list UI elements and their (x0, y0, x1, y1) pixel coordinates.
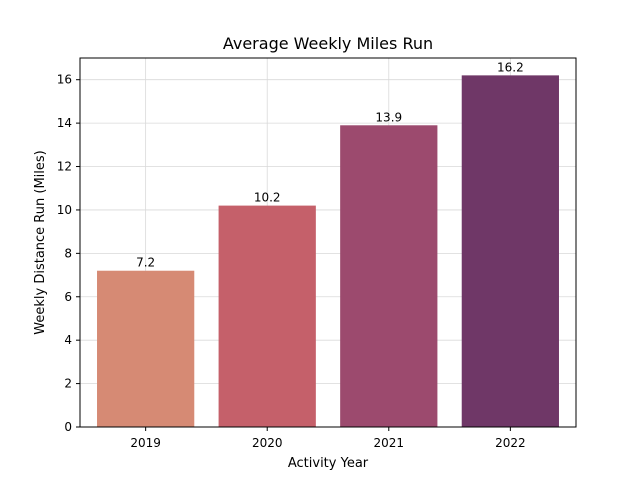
y-tick-label: 2 (64, 377, 72, 391)
bar-2021 (340, 125, 438, 427)
bar-2019 (97, 270, 195, 427)
y-tick-label: 12 (57, 160, 72, 174)
x-tick-label: 2019 (130, 436, 161, 450)
y-axis-label: Weekly Distance Run (Miles) (33, 150, 48, 334)
data-label-layer: 7.2 10.2 13.9 16.2 (136, 60, 524, 269)
y-tick-label: 16 (57, 73, 72, 87)
bar-2020 (218, 205, 316, 427)
bar-layer (97, 75, 559, 427)
data-label: 7.2 (136, 256, 155, 270)
data-label: 16.2 (497, 60, 524, 74)
y-tick-label: 4 (64, 333, 72, 347)
x-axis-label: Activity Year (288, 456, 369, 471)
tick-layer: 0 2 4 6 8 10 12 14 16 2019 2020 2021 2022 (57, 73, 526, 450)
y-tick-label: 14 (57, 116, 72, 130)
data-label: 13.9 (375, 110, 402, 124)
data-label: 10.2 (254, 191, 281, 205)
plot-frame (79, 57, 577, 428)
x-tick-label: 2022 (495, 436, 526, 450)
bar-2022 (461, 75, 559, 427)
y-tick-label: 10 (57, 203, 72, 217)
x-tick-label: 2020 (252, 436, 283, 450)
x-tick-label: 2021 (374, 436, 405, 450)
chart-title: Average Weekly Miles Run (223, 34, 433, 53)
y-tick-label: 8 (64, 246, 72, 260)
y-tick-label: 0 (64, 420, 72, 434)
y-tick-label: 6 (64, 290, 72, 304)
